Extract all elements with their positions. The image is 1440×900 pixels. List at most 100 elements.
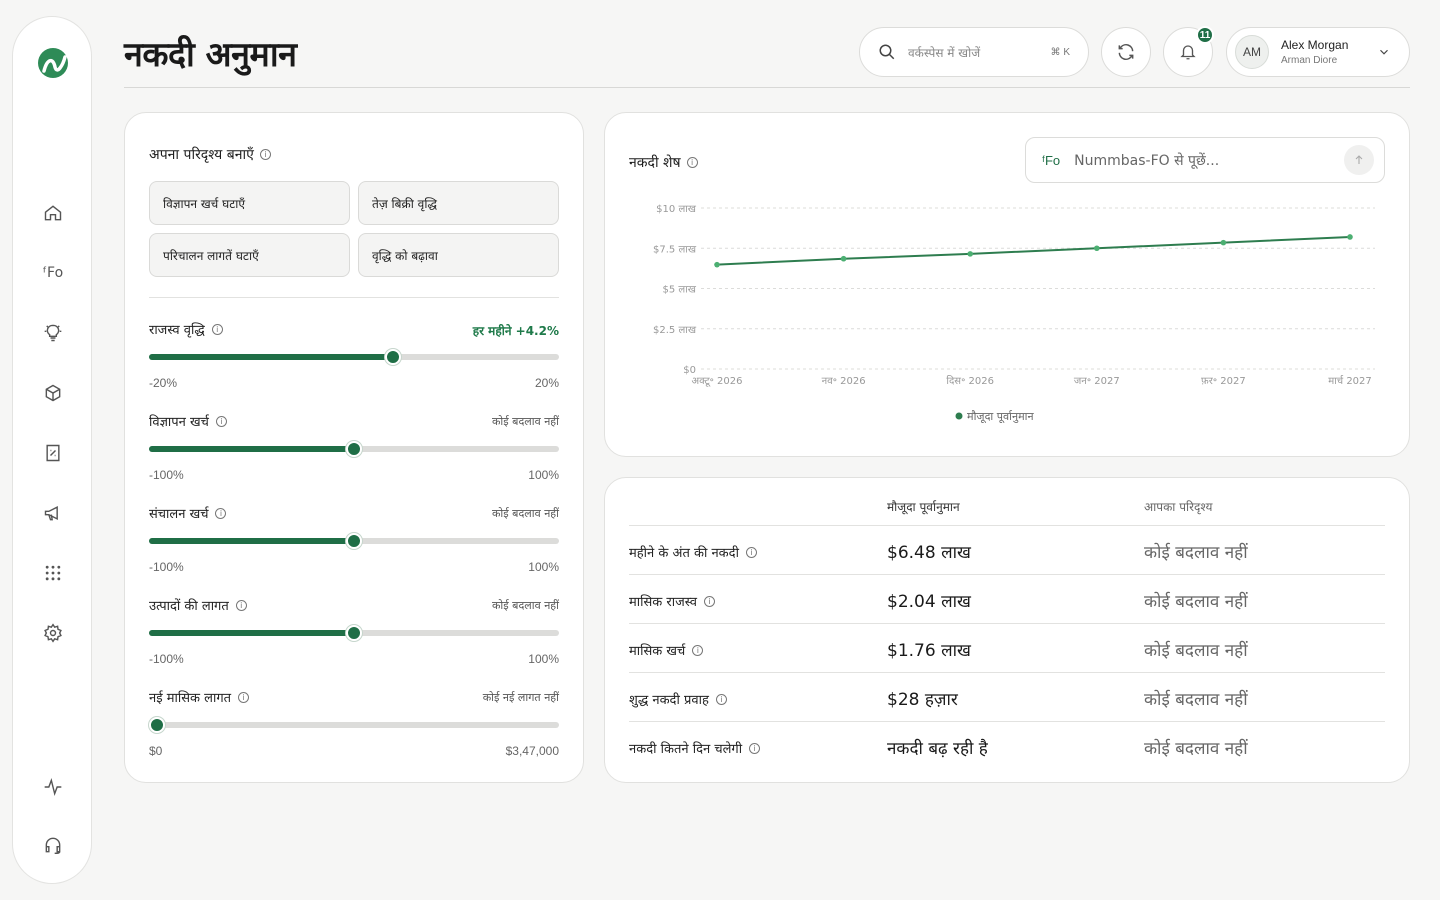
data-point[interactable] [1220, 239, 1227, 246]
nav-home[interactable] [37, 197, 69, 229]
nav-settings[interactable] [37, 617, 69, 649]
info-icon[interactable]: i [749, 742, 761, 754]
current-value: $1.76 लाख [887, 641, 971, 661]
headset-icon [45, 837, 61, 855]
divider [149, 297, 559, 298]
gear-icon [44, 623, 62, 643]
lightbulb-icon [44, 324, 62, 342]
ask-ai-input[interactable]: ᶠFo Nummbas-FO से पूछें... [1025, 137, 1385, 183]
nav-apps[interactable] [37, 557, 69, 589]
slider-min-label: -20% [149, 376, 178, 390]
info-icon[interactable]: i [238, 691, 250, 703]
info-icon[interactable]: i [215, 415, 227, 427]
slider-label: विज्ञापन खर्च i [149, 412, 227, 430]
nav-support[interactable] [37, 829, 69, 861]
info-icon[interactable]: i [215, 507, 227, 519]
search-shortcut: ⌘ K [1050, 46, 1070, 58]
slider-thumb[interactable] [346, 625, 362, 641]
info-icon[interactable]: i [686, 157, 698, 168]
search-bar[interactable]: वर्कस्पेस में खोजें ⌘ K [859, 27, 1089, 77]
row-label: मासिक राजस्व i [629, 592, 716, 610]
scenario-title: अपना परिदृश्य बनाएँ i [149, 145, 271, 164]
slider-fill [149, 354, 393, 360]
chevron-down-icon [1380, 49, 1388, 55]
slider-thumb[interactable] [346, 533, 362, 549]
slider-fill [149, 630, 354, 636]
notifications-button[interactable]: 11 [1163, 26, 1214, 77]
data-point[interactable] [967, 251, 973, 257]
current-value: नकदी बढ़ रही है [887, 739, 988, 759]
col-header-current: मौजूदा पूर्वानुमान [887, 500, 960, 514]
row-label-text: शुद्ध नकदी प्रवाह [629, 693, 709, 708]
slider-thumb[interactable] [149, 717, 165, 733]
info-icon[interactable]: i [259, 149, 271, 160]
slider-track[interactable] [149, 441, 559, 457]
preset-reduce-operating-costs[interactable]: परिचालन लागतें घटाएँ [149, 233, 350, 277]
refresh-button[interactable] [1101, 27, 1151, 77]
scenario-title-text: अपना परिदृश्य बनाएँ [149, 147, 254, 163]
x-tick-label: अक्टू॰ 2026 [691, 376, 742, 387]
info-icon[interactable]: i [745, 546, 757, 558]
x-tick-label: मार्च 2027 [1328, 375, 1372, 387]
bell-icon [1180, 45, 1196, 60]
data-point[interactable] [1094, 245, 1100, 252]
notification-badge: 11 [1196, 26, 1214, 44]
info-icon[interactable]: i [704, 595, 716, 607]
slider-track[interactable] [149, 349, 559, 365]
cash-balance-title-text: नकदी शेष [629, 155, 681, 171]
profile-menu[interactable]: AM Alex Morgan Arman Diore [1226, 27, 1410, 77]
info-icon[interactable]: i [692, 644, 704, 656]
table-row: मासिक खर्च i $1.76 लाख कोई बदलाव नहीं [629, 623, 1385, 672]
cash-balance-chart: $0 $2.5 लाख $5 लाख $7.5 लाख $10 लाख अक्टू॰ 20… [653, 204, 1375, 424]
table-row: मासिक राजस्व i $2.04 लाख कोई बदलाव नहीं [629, 574, 1385, 623]
search-input[interactable]: वर्कस्पेस में खोजें [908, 45, 981, 60]
arrow-up-icon [1355, 155, 1363, 164]
box-icon [45, 384, 61, 402]
nav-fo[interactable]: ᶠFo [37, 257, 69, 289]
x-tick-label: दिस॰ 2026 [946, 375, 994, 387]
info-icon[interactable]: i [235, 599, 247, 611]
row-label: नकदी कितने दिन चलेगी i [629, 739, 761, 757]
slider-label-text: नई मासिक लागत [149, 691, 232, 706]
series-line [716, 235, 1351, 266]
legend-label: मौजूदा पूर्वानुमान [967, 410, 1035, 424]
slider-track[interactable] [149, 625, 559, 641]
search-icon [879, 44, 895, 60]
ask-ai-placeholder[interactable]: Nummbas-FO से पूछें... [1074, 152, 1220, 169]
preset-boost-growth[interactable]: वृद्धि को बढ़ावा [358, 233, 559, 277]
data-point[interactable] [1347, 234, 1353, 240]
scenario-value: कोई बदलाव नहीं [1144, 543, 1248, 563]
info-icon[interactable]: i [211, 323, 223, 335]
nav-reports[interactable] [37, 437, 69, 469]
send-button[interactable] [1344, 145, 1374, 175]
current-value: $2.04 लाख [887, 592, 971, 612]
table-row: शुद्ध नकदी प्रवाह i $28 हज़ार कोई बदलाव नही… [629, 672, 1385, 721]
nav-products[interactable] [37, 377, 69, 409]
slider-track[interactable] [149, 533, 559, 549]
slider-min-label: $0 [149, 744, 163, 758]
avatar: AM [1235, 35, 1269, 69]
preset-fast-sales-growth[interactable]: तेज़ बिक्री वृद्धि [358, 181, 559, 225]
apps-grid-icon [45, 565, 61, 581]
preset-reduce-ad-spend[interactable]: विज्ञापन खर्च घटाएँ [149, 181, 350, 225]
slider-label: संचालन खर्च i [149, 504, 227, 522]
y-tick-label: $10 लाख [656, 204, 697, 215]
slider-label: राजस्व वृद्धि i [149, 320, 223, 338]
nav-marketing[interactable] [37, 497, 69, 529]
scenario-value: कोई बदलाव नहीं [1144, 641, 1248, 661]
scenario-value: कोई बदलाव नहीं [1144, 739, 1248, 759]
app-logo[interactable] [35, 45, 71, 81]
page-title: नकदी अनुमान [124, 35, 297, 75]
slider-thumb[interactable] [346, 441, 362, 457]
data-point[interactable] [714, 261, 720, 268]
home-icon [44, 205, 62, 221]
nav-activity[interactable] [37, 771, 69, 803]
megaphone-icon [44, 506, 58, 521]
nav-insights[interactable] [37, 317, 69, 349]
report-icon [46, 444, 60, 462]
slider-track[interactable] [149, 717, 559, 733]
info-icon[interactable]: i [715, 693, 727, 705]
profile-name: Alex Morgan [1281, 38, 1349, 52]
slider-thumb[interactable] [384, 349, 401, 365]
data-point[interactable] [840, 255, 847, 262]
